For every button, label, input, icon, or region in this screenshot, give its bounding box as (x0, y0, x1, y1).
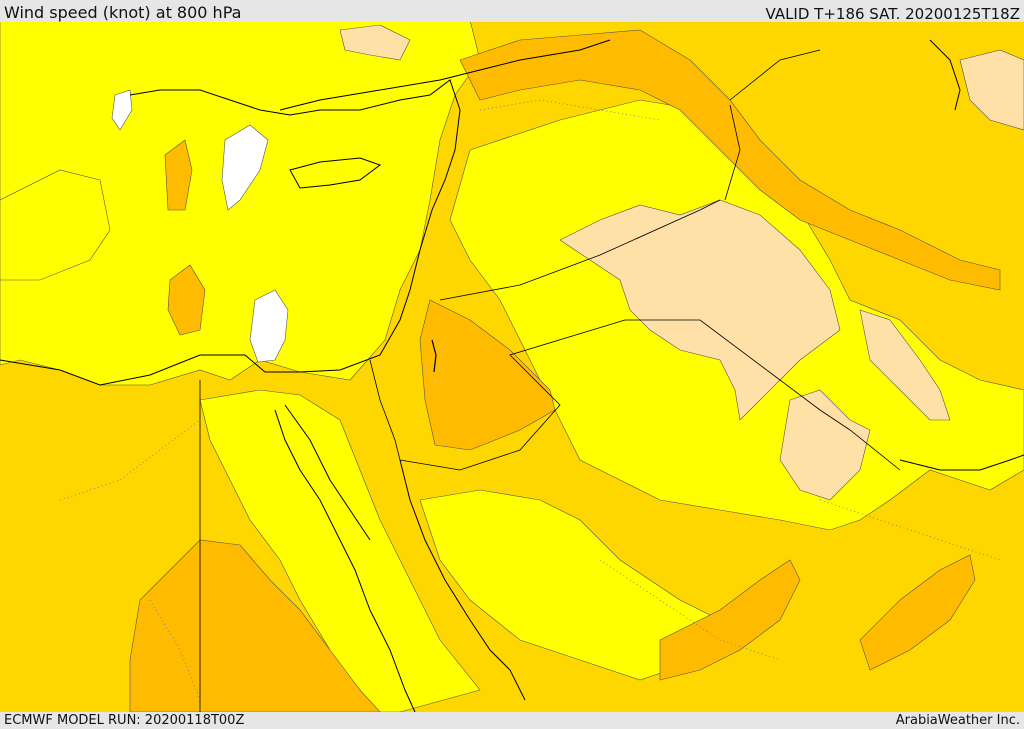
border-lines (199, 49, 901, 712)
wind-speed-map (0, 22, 1024, 712)
band-strong-libya (164, 139, 193, 211)
map-panel (0, 22, 1024, 712)
band-peach-iran (859, 309, 951, 421)
band-strong-sudan (129, 539, 381, 712)
band-strong-gulf (859, 554, 976, 671)
coastline-dead-sea (431, 339, 437, 373)
model-run-label: ECMWF MODEL RUN: 20200118T00Z (4, 713, 245, 728)
credit-label: ArabiaWeather Inc. (895, 713, 1020, 728)
footer-bar: ECMWF MODEL RUN: 20200118T00Z ArabiaWeat… (0, 712, 1024, 729)
band-strong-southeast (659, 559, 801, 681)
band-strong-egypt (167, 264, 206, 336)
coastline-caspian (929, 39, 961, 111)
band-strong-jordan (419, 299, 556, 451)
coastline-persian-gulf (899, 454, 1024, 471)
band-calm-delta (249, 289, 289, 363)
band-calm-aegean (111, 89, 133, 131)
band-peach-saudi (779, 389, 871, 501)
coastline-red-sea-east (399, 459, 526, 701)
coastline-gulf-of-suez (284, 404, 371, 541)
coastline-red-sea-west (274, 409, 416, 712)
band-peach-caspian (959, 49, 1024, 131)
valid-time: VALID T+186 SAT. 20200125T18Z (765, 5, 1020, 23)
band-light-nile (199, 389, 481, 712)
map-title: Wind speed (knot) at 800 hPa (4, 3, 242, 22)
coastline-black-sea (279, 39, 611, 111)
band-peach-turkey (339, 24, 411, 61)
band-calm-crete (221, 124, 269, 211)
band-strong-northeast (459, 29, 1001, 291)
coastline-mediterranean (0, 79, 461, 386)
band-light-west (0, 169, 111, 281)
dotted-contours (59, 99, 1001, 701)
coastline-cyprus (289, 157, 382, 189)
title-bar: Wind speed (knot) at 800 hPa VALID T+186… (0, 0, 1024, 23)
